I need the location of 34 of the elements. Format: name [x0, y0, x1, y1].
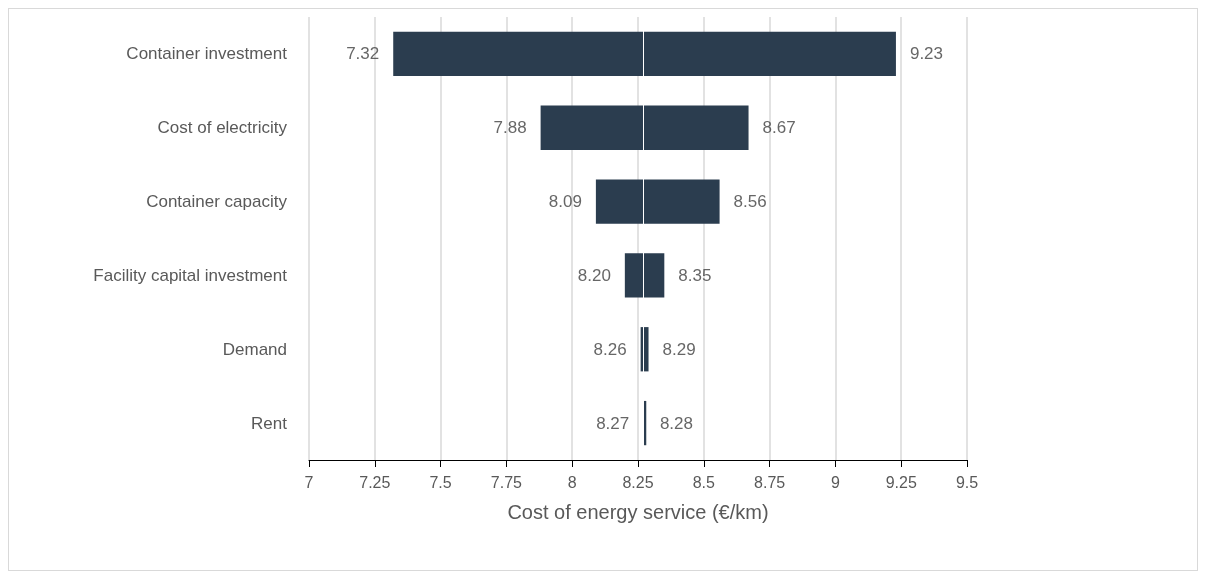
x-tick-label: 9.5	[955, 473, 979, 491]
x-tick-label: 7.5	[429, 473, 452, 491]
x-axis-title: Cost of energy service (€/km)	[507, 501, 769, 523]
annotation: 9.23	[909, 44, 944, 64]
annotation: 8.20	[577, 265, 611, 285]
x-tick-label: 8.75	[754, 473, 786, 491]
bar	[393, 31, 896, 77]
annotation: 7.88	[493, 118, 527, 138]
y-tick-label: Cost of electricity	[157, 118, 288, 138]
x-tick-label: 8.25	[622, 473, 654, 491]
annotation: 8.29	[662, 339, 696, 359]
y-tick-label: Container capacity	[146, 192, 288, 212]
bar	[624, 253, 665, 298]
y-tick-label: Facility capital investment	[93, 265, 288, 285]
annotation: 8.26	[593, 339, 627, 359]
annotation: 8.09	[548, 192, 582, 212]
x-tick-label: 7.75	[490, 473, 523, 491]
annotation: 8.67	[762, 118, 796, 138]
x-tick-label: 9.25	[885, 473, 917, 491]
x-tick-label: 8	[567, 473, 577, 491]
annotation: 8.35	[678, 265, 712, 285]
y-tick-label: Container investment	[126, 44, 288, 64]
x-tick-label: 9	[830, 473, 840, 491]
annotation: 8.28	[659, 413, 693, 433]
y-tick-label: Demand	[222, 339, 287, 359]
x-tick-label: 7.25	[359, 473, 391, 491]
annotation: 8.56	[733, 192, 767, 212]
x-tick-label: 7	[304, 473, 314, 491]
y-tick-label: Rent	[251, 413, 288, 433]
bar	[540, 105, 749, 150]
bar	[595, 179, 720, 224]
annotation: 7.32	[346, 44, 380, 64]
annotation: 8.27	[596, 413, 630, 433]
x-tick-label: 8.5	[692, 473, 716, 491]
